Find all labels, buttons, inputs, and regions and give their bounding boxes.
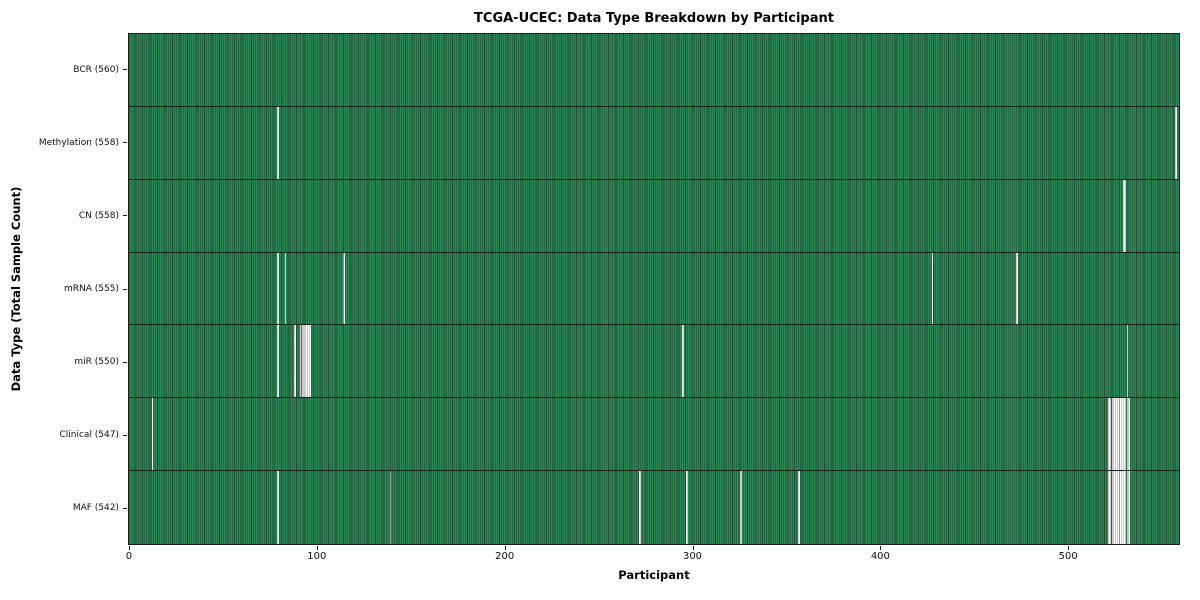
heatmap-row-cn [129, 179, 1179, 253]
absent-gap [342, 252, 345, 325]
absent-gap [1122, 471, 1125, 544]
absent-gap [1111, 471, 1114, 544]
absent-gap [284, 252, 287, 325]
absent-gap [682, 325, 684, 398]
absent-gap [1117, 471, 1119, 544]
plot-area: Present Absent [128, 33, 1180, 545]
absent-gap [1115, 398, 1118, 471]
x-tick-label: 0 [125, 551, 133, 562]
y-tick-label-bcr: BCR (560) [73, 64, 119, 75]
absent-gap [1015, 252, 1018, 325]
absent-gap [1107, 471, 1110, 544]
x-tick-mark [880, 546, 882, 550]
y-tick-label-maf: MAF (542) [72, 503, 119, 514]
absent-gap [1124, 471, 1127, 544]
absent-gap [1119, 471, 1121, 544]
chart-title: TCGA-UCEC: Data Type Breakdown by Partic… [474, 11, 834, 26]
y-tick-mark [123, 507, 127, 509]
x-tick-label: 300 [682, 551, 703, 562]
x-axis-ticks: 0 100 200 300 400 500 [125, 546, 1180, 568]
x-axis-label: Participant [618, 568, 690, 582]
absent-gap [1120, 471, 1123, 544]
absent-gap [1126, 325, 1129, 398]
absent-gap [1124, 179, 1127, 252]
x-tick-label: 200 [495, 551, 515, 562]
absent-gap [1111, 398, 1114, 471]
absent-gap [1115, 471, 1118, 544]
absent-gap [1126, 471, 1129, 544]
absent-gap [1128, 398, 1131, 471]
x-tick-mark [504, 546, 506, 550]
absent-gap [1109, 471, 1112, 544]
y-tick-mark [123, 361, 127, 363]
absent-gap [277, 106, 279, 179]
absent-gap [1124, 398, 1127, 471]
heatmap-row-maf [129, 471, 1179, 544]
heatmap-row-methylation [129, 106, 1179, 180]
y-tick-mark [123, 142, 127, 144]
absent-gap [1128, 471, 1131, 544]
absent-gap [1109, 398, 1112, 471]
x-tick-mark [316, 546, 318, 550]
absent-gap [277, 325, 279, 398]
y-tick-label-methylation: Methylation (558) [38, 137, 119, 148]
absent-gap [1113, 398, 1116, 471]
heatmap-row-bcr [129, 34, 1179, 107]
absent-gap [1126, 398, 1129, 471]
x-tick-label: 500 [1058, 551, 1078, 562]
absent-gap [1122, 398, 1125, 471]
absent-gap [1117, 398, 1119, 471]
absent-gap [151, 398, 154, 471]
absent-gap [303, 325, 306, 398]
x-tick-label: 400 [870, 551, 890, 562]
y-tick-mark [123, 215, 127, 217]
heatmap-row-mrna [129, 252, 1179, 326]
absent-gap [1120, 398, 1123, 471]
absent-gap [931, 252, 934, 325]
absent-gap [277, 252, 279, 325]
absent-gap [389, 471, 392, 544]
heatmap-row-mir [129, 325, 1179, 399]
absent-gap [740, 471, 743, 544]
absent-gap [1175, 106, 1178, 179]
absent-gap [685, 471, 688, 544]
y-tick-label-cn: CN (558) [78, 210, 119, 221]
y-tick-label-mir: miR (550) [74, 357, 119, 368]
absent-gap [1122, 179, 1125, 252]
x-tick-label: 100 [307, 551, 327, 562]
absent-gap [309, 325, 311, 398]
x-tick-mark [692, 546, 694, 550]
absent-gap [1119, 398, 1121, 471]
absent-gap [277, 471, 279, 544]
x-tick-mark [128, 546, 130, 550]
absent-gap [305, 325, 308, 398]
heatmap-row-clinical [129, 398, 1179, 472]
absent-gap [294, 325, 296, 398]
absent-gap [307, 325, 309, 398]
heatmap-rows [129, 34, 1179, 544]
y-tick-mark [123, 69, 127, 71]
absent-gap [798, 471, 801, 544]
absent-gap [1107, 398, 1110, 471]
x-tick-mark [1068, 546, 1070, 550]
y-tick-mark [123, 288, 127, 290]
y-axis-ticks: BCR (560) Methylation (558) CN (558) mRNA (… [0, 33, 128, 545]
absent-gap [301, 325, 304, 398]
y-tick-label-clinical: Clinical (547) [59, 430, 119, 441]
absent-gap [1113, 471, 1116, 544]
y-tick-label-mrna: mRNA (555) [64, 284, 119, 294]
absent-gap [639, 471, 641, 544]
absent-gap [299, 325, 302, 398]
y-tick-mark [123, 434, 127, 436]
